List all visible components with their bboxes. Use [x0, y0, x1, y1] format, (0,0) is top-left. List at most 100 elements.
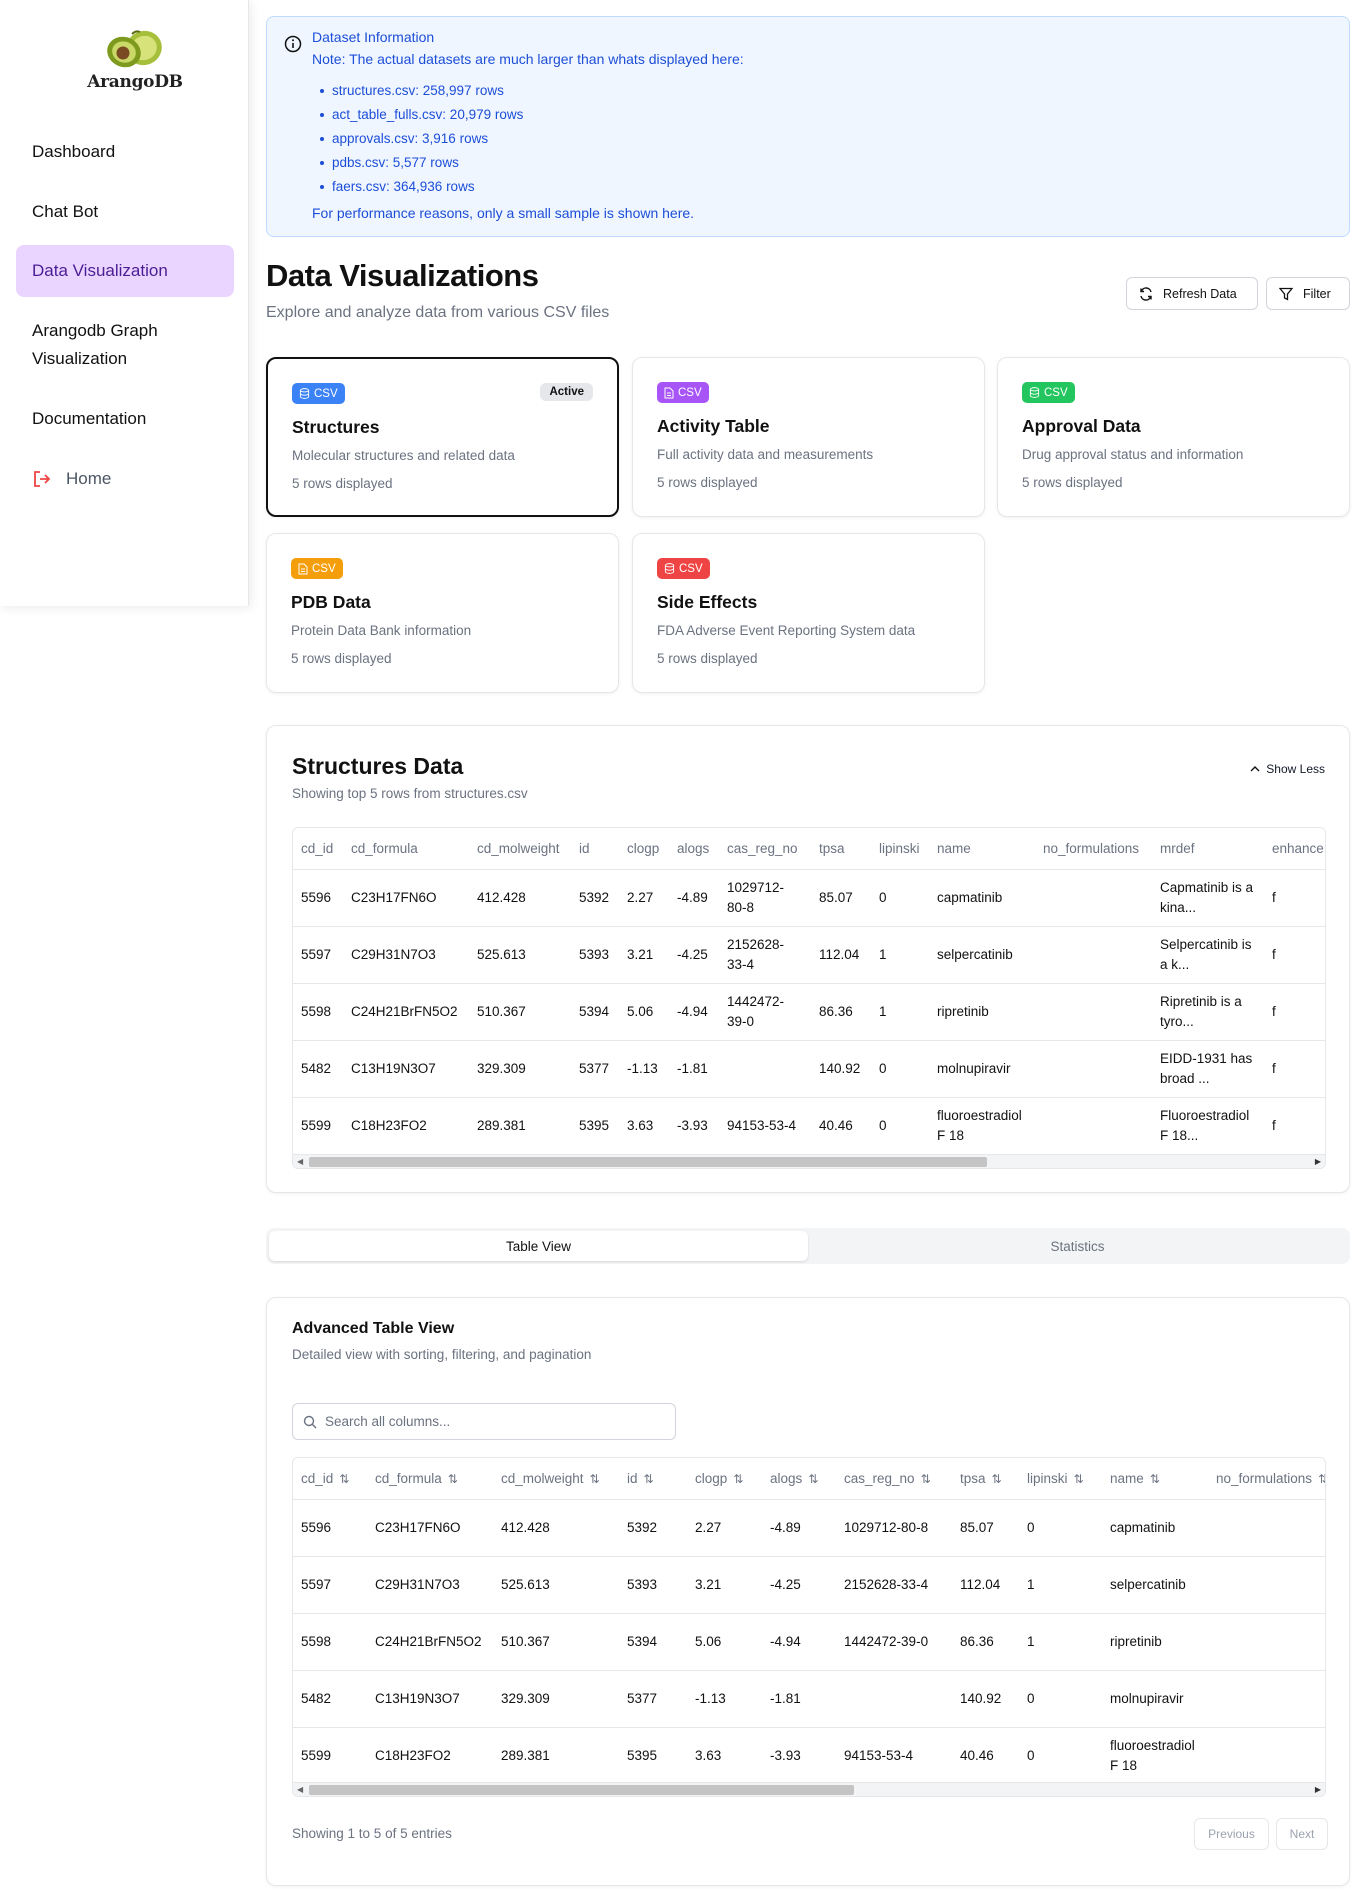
page-subtitle: Explore and analyze data from various CS…: [266, 304, 610, 321]
previous-button[interactable]: Previous: [1194, 1818, 1269, 1850]
table-cell: 412.428: [469, 869, 571, 927]
sortable-column-header[interactable]: cd_molweight ⇅: [493, 1458, 619, 1500]
tab-table-view[interactable]: Table View: [269, 1231, 808, 1261]
table-cell: 0: [1019, 1499, 1102, 1557]
tab-statistics[interactable]: Statistics: [1050, 1238, 1105, 1254]
table-cell: 5482: [293, 1670, 367, 1728]
logout-icon: [34, 471, 51, 487]
sort-icon[interactable]: ⇅: [1073, 1471, 1084, 1486]
table-cell: 5.06: [619, 983, 669, 1041]
table-cell: 94153-53-4: [844, 1747, 914, 1763]
search-input[interactable]: [325, 1414, 655, 1429]
scroll-right-icon[interactable]: ▶: [1314, 1785, 1321, 1794]
sortable-column-header[interactable]: lipinski ⇅: [1019, 1458, 1102, 1500]
list-item: structures.csv: 258,997 rows: [319, 79, 523, 103]
sort-icon[interactable]: ⇅: [1149, 1471, 1160, 1486]
table-cell: fluoroestradiol F 18: [937, 1107, 1022, 1143]
table-cell: 1: [1019, 1556, 1102, 1614]
table-cell: -4.25: [762, 1556, 836, 1614]
table-cell: C24H21BrFN5O2: [343, 983, 469, 1041]
sort-icon[interactable]: ⇅: [733, 1471, 744, 1486]
horizontal-scrollbar[interactable]: ◀ ▶: [293, 1154, 1325, 1168]
sortable-column-header[interactable]: cd_id ⇅: [293, 1458, 367, 1500]
dataset-card-side-effects[interactable]: CSV Side Effects FDA Adverse Event Repor…: [632, 533, 985, 693]
table-row: 5598 C24H21BrFN5O2 510.367 5394 5.06 -4.94 144…: [293, 1613, 1325, 1671]
table-header-row: cd_id cd_formula cd_molweight id clogp a…: [293, 828, 1325, 870]
sortable-column-header[interactable]: alogs ⇅: [762, 1458, 836, 1500]
sort-icon[interactable]: ⇅: [808, 1471, 819, 1486]
table-cell: f: [1264, 983, 1325, 1041]
search-field[interactable]: [292, 1403, 676, 1440]
sortable-column-header[interactable]: tpsa ⇅: [952, 1458, 1019, 1500]
nav-home[interactable]: Home: [16, 464, 234, 494]
table-cell: molnupiravir: [1102, 1670, 1208, 1728]
nav-chat-bot[interactable]: Chat Bot: [16, 197, 234, 227]
sortable-column-header[interactable]: cas_reg_no ⇅: [836, 1458, 952, 1500]
panel-title: Structures Data: [292, 753, 464, 779]
table-cell: [1035, 1097, 1152, 1154]
table-cell: f: [1272, 1117, 1276, 1133]
sort-icon[interactable]: ⇅: [991, 1471, 1002, 1486]
scrollbar-thumb[interactable]: [309, 1785, 854, 1795]
table-cell: 1: [871, 983, 929, 1041]
table-cell: 5482: [293, 1040, 343, 1098]
table-cell: 0: [1027, 1747, 1035, 1763]
csv-badge: CSV: [292, 383, 345, 404]
table-cell: C13H19N3O7: [343, 1040, 469, 1098]
structures-table-container[interactable]: cd_id cd_formula cd_molweight id clogp a…: [292, 827, 1326, 1169]
panel-subtitle: Detailed view with sorting, filtering, a…: [292, 1347, 592, 1362]
nav-dashboard[interactable]: Dashboard: [16, 137, 234, 167]
sort-icon[interactable]: ⇅: [920, 1471, 931, 1486]
nav-arangodb-graph-visualization[interactable]: Arangodb Graph Visualization: [16, 316, 234, 374]
refresh-icon: [1140, 286, 1152, 301]
dataset-card-activity-table[interactable]: CSV Activity Table Full activity data an…: [632, 357, 985, 517]
page-title: Data Visualizations: [266, 258, 539, 293]
sortable-column-header[interactable]: id ⇅: [619, 1458, 687, 1500]
sortable-column-header[interactable]: clogp ⇅: [687, 1458, 762, 1500]
scroll-right-icon[interactable]: ▶: [1314, 1157, 1321, 1166]
scroll-left-icon[interactable]: ◀: [297, 1785, 304, 1794]
next-button[interactable]: Next: [1276, 1818, 1328, 1850]
dataset-card-approval-data[interactable]: CSV Approval Data Drug approval status a…: [997, 357, 1350, 517]
filter-button[interactable]: Filter: [1266, 277, 1350, 310]
column-header: clogp: [619, 828, 669, 870]
refresh-data-button[interactable]: Refresh Data: [1126, 277, 1258, 310]
dataset-card-structures[interactable]: CSV Active Structures Molecular structur…: [266, 357, 619, 517]
table-cell: C29H31N7O3: [367, 1556, 493, 1614]
active-badge: Active: [540, 383, 593, 401]
column-label: id: [627, 1470, 638, 1486]
sort-icon[interactable]: ⇅: [447, 1471, 458, 1486]
table-cell: 5393: [571, 926, 619, 984]
advanced-table-container[interactable]: cd_id ⇅ cd_formula ⇅ cd_molweight ⇅ id ⇅ clogp ⇅ a…: [292, 1457, 1326, 1797]
scroll-left-icon[interactable]: ◀: [297, 1157, 304, 1166]
sort-icon[interactable]: ⇅: [643, 1471, 654, 1486]
table-cell: -4.89: [762, 1499, 836, 1557]
dataset-card-pdb-data[interactable]: CSV PDB Data Protein Data Bank informati…: [266, 533, 619, 693]
table-cell: 5.06: [687, 1613, 762, 1671]
card-description: Drug approval status and information: [1022, 447, 1244, 462]
show-less-button[interactable]: Show Less: [1250, 762, 1325, 776]
table-cell: 1442472-39-0: [719, 983, 811, 1041]
horizontal-scrollbar[interactable]: ◀ ▶: [293, 1782, 1325, 1796]
table-cell: EIDD-1931 has broad ...: [1152, 1040, 1264, 1098]
sort-icon[interactable]: ⇅: [589, 1471, 600, 1486]
sortable-column-header[interactable]: name ⇅: [1102, 1458, 1208, 1500]
sortable-column-header[interactable]: no_formulations ⇅: [1208, 1458, 1325, 1500]
sort-icon[interactable]: ⇅: [1318, 1472, 1325, 1486]
card-title: Side Effects: [657, 592, 758, 612]
nav-documentation[interactable]: Documentation: [16, 404, 234, 434]
arangodb-logo[interactable]: ArangoDB: [80, 28, 190, 96]
table-cell: 5598: [293, 983, 343, 1041]
scrollbar-thumb[interactable]: [309, 1157, 987, 1167]
table-cell: 3.63: [627, 1117, 654, 1133]
table-cell: C29H31N7O3: [343, 926, 469, 984]
csv-badge: CSV: [1022, 382, 1075, 403]
sortable-column-header[interactable]: cd_formula ⇅: [367, 1458, 493, 1500]
nav-data-visualization[interactable]: Data Visualization: [16, 245, 234, 297]
table-cell: [1208, 1670, 1325, 1728]
table-cell: 86.36: [952, 1613, 1019, 1671]
sort-icon[interactable]: ⇅: [339, 1471, 350, 1486]
table-cell: 289.381: [477, 1117, 526, 1133]
card-title: PDB Data: [291, 592, 371, 612]
table-cell: [1035, 926, 1152, 984]
